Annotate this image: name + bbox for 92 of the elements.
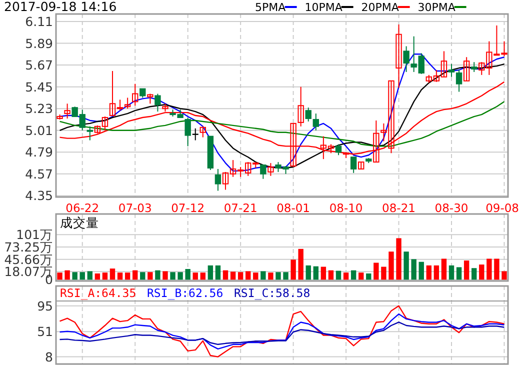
y-tick-label: 5.67 — [25, 58, 53, 73]
bar — [306, 265, 311, 280]
bar — [170, 272, 176, 280]
bar — [148, 272, 153, 280]
bar — [313, 266, 318, 280]
bar — [472, 268, 477, 280]
y-tick-label: 95 — [37, 298, 53, 314]
bar — [200, 272, 206, 280]
x-tick-label: 07-03 — [118, 201, 152, 215]
bar — [411, 259, 416, 280]
bar — [222, 270, 228, 280]
legend-label: 30PMA — [418, 1, 456, 14]
bar — [87, 271, 92, 280]
bar — [238, 272, 244, 280]
y-tick-label: 6.11 — [25, 14, 53, 29]
bar — [396, 238, 402, 280]
x-tick-label: 07-21 — [224, 201, 258, 215]
bar — [117, 272, 123, 280]
legend-label: 10PMA — [304, 1, 343, 14]
bar — [94, 273, 100, 280]
bar — [479, 264, 484, 280]
bar — [215, 265, 221, 280]
bar — [64, 270, 70, 280]
y-tick-label: 73.25万 — [4, 240, 53, 255]
x-tick-label: 08-21 — [382, 201, 416, 215]
bar — [441, 258, 447, 280]
bar — [124, 272, 130, 280]
bar — [260, 271, 266, 280]
bar — [208, 265, 214, 280]
x-tick-label: 07-12 — [171, 201, 205, 215]
x-tick-label: 08-30 — [434, 201, 468, 215]
y-tick-label: 5.89 — [25, 36, 54, 51]
bar — [290, 260, 296, 280]
bar — [57, 272, 62, 280]
y-tick-label: 5.45 — [25, 79, 53, 94]
y-tick-label: 4.57 — [25, 166, 53, 182]
y-tick-label: 51 — [37, 324, 53, 340]
chart-title: 2017-09-18 14:16 — [4, 0, 117, 14]
bar — [426, 265, 432, 280]
x-tick-label: 09-08 — [486, 201, 519, 215]
bar — [336, 270, 342, 280]
bar — [192, 272, 198, 280]
bar — [268, 272, 274, 280]
bar — [418, 262, 424, 280]
x-tick-label: 08-10 — [329, 201, 363, 215]
bar — [486, 258, 492, 280]
bar — [185, 268, 190, 280]
bar — [388, 252, 394, 280]
bar — [434, 265, 440, 280]
x-tick-label: 06-22 — [66, 201, 100, 215]
bar — [155, 270, 160, 280]
y-tick-label: 101万 — [16, 227, 53, 242]
bar — [381, 266, 386, 280]
bar — [140, 272, 146, 280]
bar — [456, 267, 462, 280]
bar — [494, 258, 500, 280]
bar — [253, 272, 258, 280]
bar — [80, 272, 85, 280]
bar — [358, 272, 364, 280]
bar — [178, 272, 183, 280]
bar — [298, 248, 304, 280]
bar — [374, 262, 379, 280]
bar — [448, 265, 454, 280]
bar — [162, 271, 168, 280]
legend-label: 5PMA — [255, 1, 286, 14]
bar — [464, 260, 470, 280]
bar — [132, 270, 138, 280]
bar — [328, 270, 334, 280]
y-tick-label: 8 — [45, 349, 54, 364]
chart-title: 成交量 — [60, 215, 99, 230]
y-tick-label: 5.01 — [25, 122, 53, 138]
text: RSI_B:62.56 — [147, 286, 224, 300]
legend-label: 20PMA — [361, 1, 400, 14]
y-tick-label: 4.35 — [25, 188, 53, 204]
bar — [246, 271, 251, 280]
bar — [102, 272, 108, 280]
bar — [343, 272, 349, 280]
x-tick-label: 08-01 — [276, 201, 310, 215]
text: RSI_C:58.58 — [234, 286, 310, 300]
bar — [404, 252, 409, 280]
bar — [72, 272, 78, 280]
y-tick-label: 4.79 — [25, 144, 54, 160]
bar — [230, 272, 236, 280]
bar — [502, 271, 507, 280]
bar — [366, 273, 372, 280]
bar — [110, 268, 116, 280]
bar — [350, 270, 356, 280]
series-label: RSI_A:64.35 — [60, 286, 136, 300]
bar — [320, 266, 326, 280]
y-tick-label: 5.23 — [25, 101, 53, 116]
bar — [283, 272, 288, 280]
bar — [276, 272, 281, 280]
